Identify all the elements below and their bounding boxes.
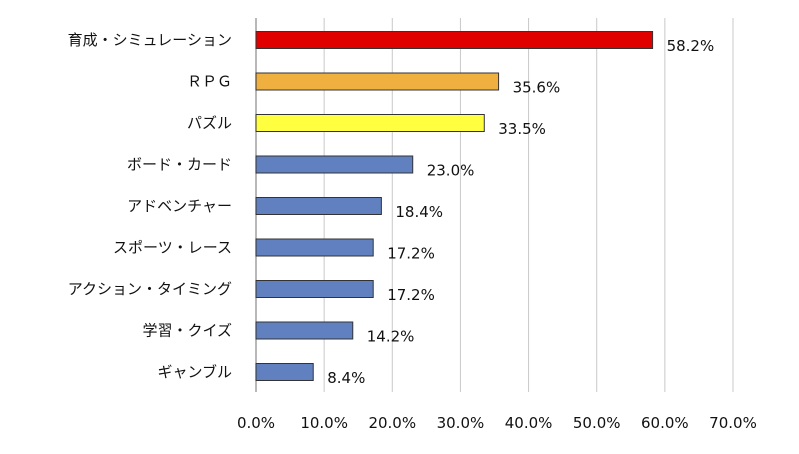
data-label: 14.2% xyxy=(367,328,415,346)
data-labels: 58.2% 35.6% 33.5% 23.0% 18.4% 17.2% 17.2% 14.2%… xyxy=(327,37,714,387)
data-label: 17.2% xyxy=(387,286,435,304)
category-label: 学習・クイズ xyxy=(142,322,232,340)
bar xyxy=(255,31,654,49)
x-axis-tick-labels: 0.0% 10.0% 20.0% 30.0% 40.0% 50.0% 60.0% 70.0% xyxy=(237,414,757,432)
category-label: スポーツ・レース xyxy=(113,239,232,257)
category-label: ギャンブル xyxy=(157,363,232,381)
category-label: 育成・シミュレーション xyxy=(68,31,232,49)
x-tick-label: 30.0% xyxy=(437,414,485,432)
x-tick-label: 10.0% xyxy=(300,414,348,432)
bar xyxy=(255,321,354,340)
bars xyxy=(255,31,654,381)
bar xyxy=(255,155,414,174)
x-tick-label: 70.0% xyxy=(709,414,757,432)
data-label: 58.2% xyxy=(667,37,715,55)
category-label: ＲＰＧ xyxy=(187,73,232,91)
x-tick-label: 20.0% xyxy=(368,414,416,432)
category-label: パズル xyxy=(187,114,232,132)
x-tick-label: 0.0% xyxy=(237,414,275,432)
category-label: ボード・カード xyxy=(127,156,232,174)
data-label: 18.4% xyxy=(395,203,443,221)
data-label: 17.2% xyxy=(387,245,435,263)
bar xyxy=(255,197,382,215)
x-tick-label: 50.0% xyxy=(573,414,621,432)
category-label: アドベンチャー xyxy=(127,197,232,215)
x-tick-label: 40.0% xyxy=(505,414,553,432)
category-label: アクション・タイミング xyxy=(68,280,232,298)
bar xyxy=(255,72,500,91)
bar xyxy=(255,238,374,257)
data-label: 8.4% xyxy=(327,369,365,387)
data-label: 35.6% xyxy=(513,79,561,97)
category-labels: 育成・シミュレーション ＲＰＧ パズルボード・カードアドベンチャースポーツ・レースア… xyxy=(68,31,232,381)
x-tick-label: 60.0% xyxy=(641,414,689,432)
bar xyxy=(255,114,485,132)
bar xyxy=(255,280,374,298)
bar xyxy=(255,363,314,381)
data-label: 23.0% xyxy=(427,162,475,180)
data-label: 33.5% xyxy=(498,120,546,138)
